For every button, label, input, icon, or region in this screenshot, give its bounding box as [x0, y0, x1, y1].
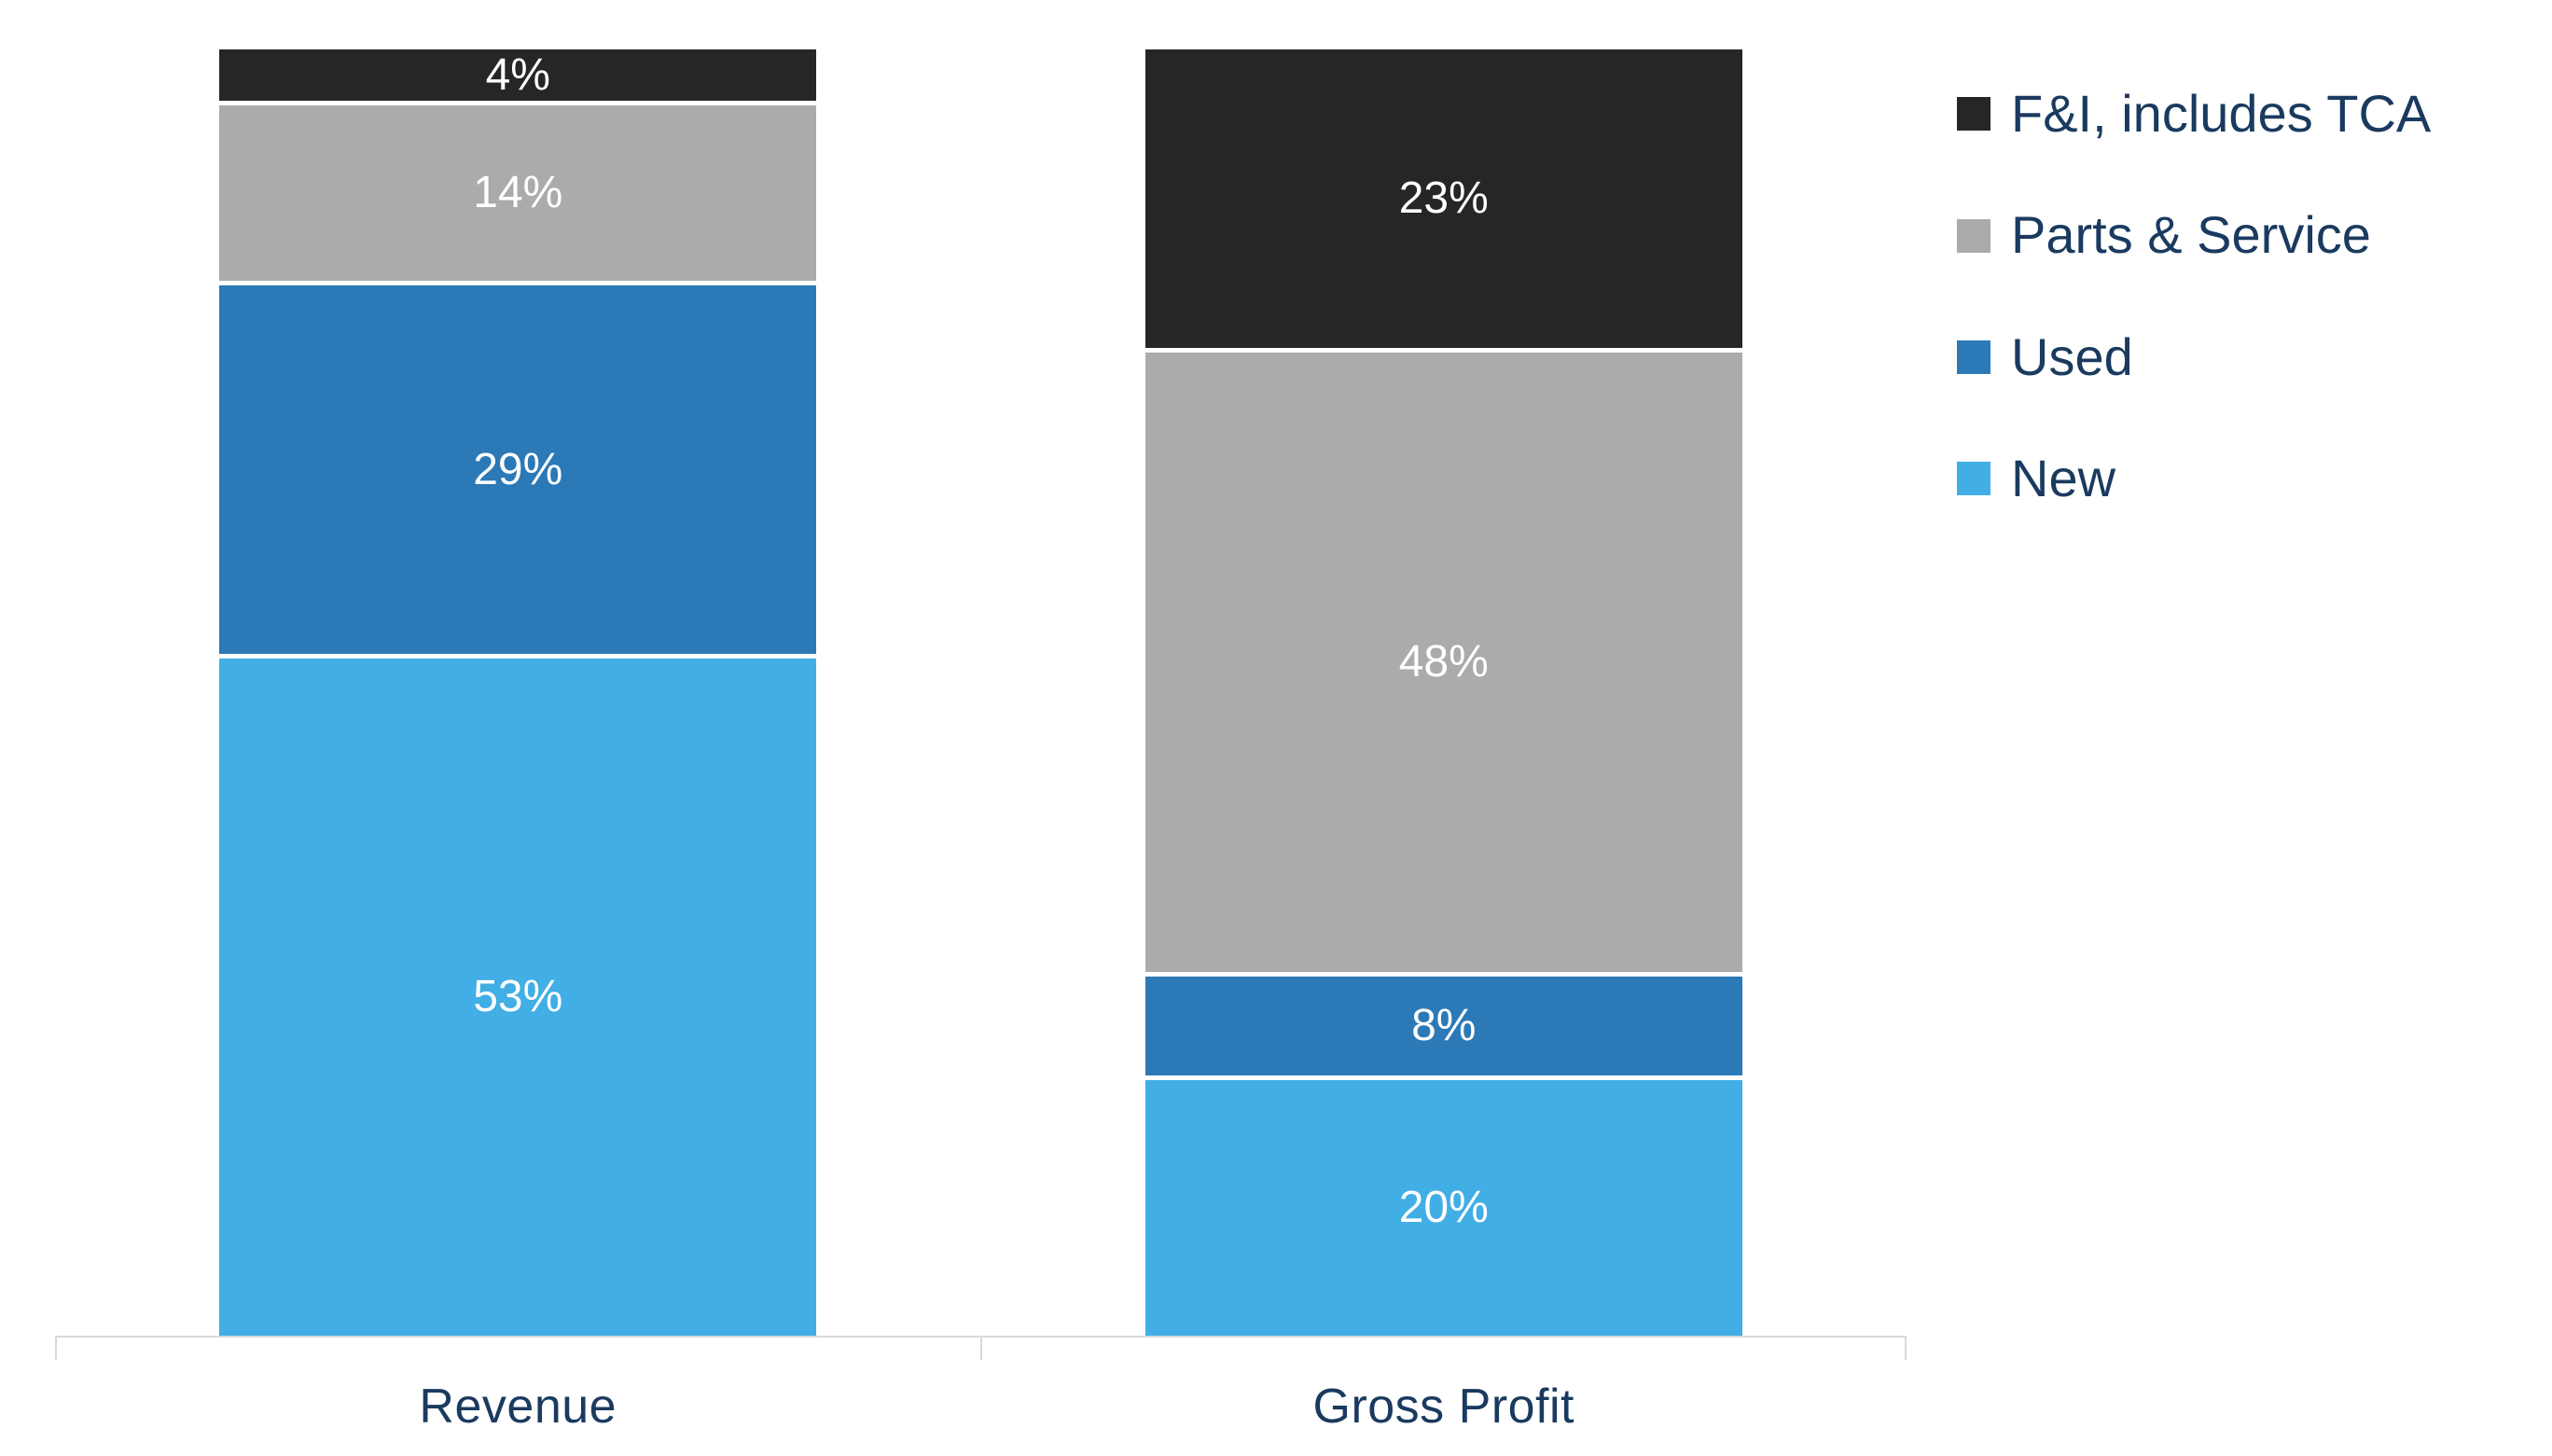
bar-revenue: 4% 14% 29% 53%	[219, 49, 817, 1336]
legend-label: Parts & Service	[2011, 205, 2371, 265]
axis-tick	[55, 1336, 57, 1360]
legend-label: F&I, includes TCA	[2011, 84, 2432, 143]
bar-gross-profit: 23% 48% 8% 20%	[1144, 49, 1742, 1336]
category-label-revenue: Revenue	[419, 1380, 617, 1434]
plot-area: 4% 14% 29% 53% 23% 48% 8% 20%	[55, 49, 1907, 1360]
category-label-gross-profit: Gross Profit	[1312, 1380, 1574, 1434]
legend-swatch	[1957, 462, 1990, 496]
segment-value-label: 20%	[1398, 1183, 1489, 1233]
segment-value-label: 29%	[473, 444, 563, 494]
bar-column-gross-profit: 23% 48% 8% 20%	[981, 49, 1907, 1336]
segment-f-i-includes-tca: 23%	[1144, 49, 1742, 349]
legend-swatch	[1957, 218, 1990, 253]
segment-value-label: 4%	[485, 49, 550, 100]
legend-item: F&I, includes TCA	[1957, 84, 2431, 144]
legend-item: Used	[1957, 327, 2431, 387]
segment-new: 20%	[1144, 1075, 1742, 1336]
segment-new: 53%	[219, 654, 817, 1336]
segment-value-label: 48%	[1398, 637, 1489, 687]
segment-value-label: 8%	[1411, 1001, 1477, 1051]
legend-label: Used	[2011, 326, 2133, 386]
segment-used: 29%	[219, 281, 817, 655]
legend-item: New	[1957, 449, 2431, 508]
legend: F&I, includes TCA Parts & Service Used New	[1957, 84, 2431, 509]
axis-tick	[979, 1336, 982, 1360]
category-axis: Revenue Gross Profit	[55, 1379, 1907, 1435]
segment-parts-service: 14%	[219, 101, 817, 282]
segment-value-label: 23%	[1398, 173, 1489, 224]
segment-parts-service: 48%	[1144, 348, 1742, 972]
legend-swatch	[1957, 97, 1990, 132]
segment-used: 8%	[1144, 971, 1742, 1076]
legend-swatch	[1957, 340, 1990, 374]
segment-value-label: 14%	[473, 168, 563, 218]
segment-f-i-includes-tca: 4%	[219, 49, 817, 102]
legend-item: Parts & Service	[1957, 205, 2431, 265]
axis-tick	[1905, 1336, 1907, 1360]
legend-label: New	[2011, 449, 2116, 508]
segment-value-label: 53%	[473, 972, 563, 1022]
bar-column-revenue: 4% 14% 29% 53%	[55, 49, 981, 1336]
